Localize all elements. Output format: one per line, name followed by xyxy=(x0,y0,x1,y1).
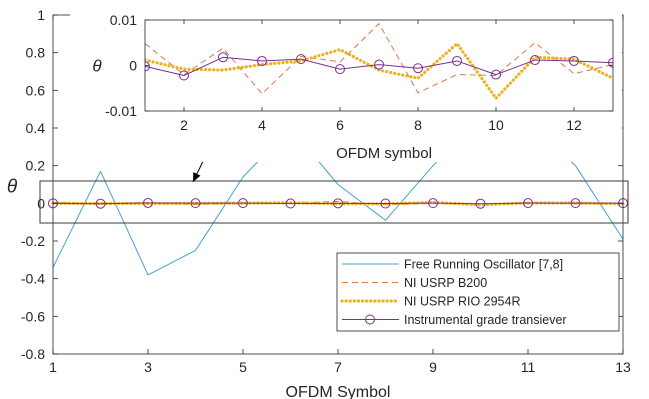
inset-x-tick-label: 12 xyxy=(566,117,582,133)
inset-series-2-point xyxy=(335,64,345,75)
main-series-3-point xyxy=(285,198,296,209)
main-x-tick-label: 9 xyxy=(429,359,437,375)
main-series-3-point xyxy=(475,198,486,209)
legend-label: NI USRP RIO 2954R xyxy=(404,295,520,309)
main-y-tick-label: 0.8 xyxy=(26,45,46,61)
main-series-3-point xyxy=(238,198,248,209)
inset-series-2-point xyxy=(413,63,423,74)
main-y-tick-label: -0.2 xyxy=(21,233,45,249)
inset-plot-area xyxy=(145,20,613,111)
main-series-3-point xyxy=(380,198,391,209)
inset-y-tick-label: 0.01 xyxy=(110,12,137,28)
zoom-region-box xyxy=(39,180,629,224)
legend-box xyxy=(336,252,620,332)
main-x-tick-label: 11 xyxy=(521,359,536,375)
main-series-3-point xyxy=(523,198,533,209)
inset-series-2-point xyxy=(491,69,501,80)
inset-series-2-point xyxy=(452,55,462,66)
inset-y-tick-label: -0.01 xyxy=(105,103,137,119)
inset-series-2-point xyxy=(608,57,613,68)
inset-series-2-point xyxy=(296,54,306,65)
main-series-3-point xyxy=(95,198,106,209)
main-y-tick-label: 0 xyxy=(37,195,45,211)
inset-y-tick-label: 0 xyxy=(129,58,137,74)
main-series-3-point xyxy=(428,198,438,209)
inset-series-line-2 xyxy=(145,56,613,77)
main-y-tick-label: -0.8 xyxy=(21,346,45,362)
main-y-tick-label: -0.6 xyxy=(21,308,45,324)
inset-x-tick-label: 2 xyxy=(180,117,188,133)
main-y-axis-label: θ xyxy=(7,177,18,198)
inset-series-2-point xyxy=(569,55,579,66)
inset-x-tick-label: 4 xyxy=(258,117,266,133)
main-y-tick-label: 1 xyxy=(37,7,45,23)
legend-label: Free Running Oscillator [7,8] xyxy=(404,258,563,272)
inset-x-tick-label: 10 xyxy=(488,117,504,133)
main-x-tick-label: 3 xyxy=(144,359,152,375)
inset-series-2-point xyxy=(530,55,540,66)
inset-x-tick-label: 8 xyxy=(414,117,422,133)
legend-swatch-marker xyxy=(365,314,375,325)
main-y-tick-label: 0.4 xyxy=(26,120,46,136)
main-series-line-3 xyxy=(52,202,623,205)
legend-label: Instrumental grade transiever xyxy=(404,313,567,327)
inset-x-tick-label: 6 xyxy=(336,117,344,133)
main-x-tick-label: 7 xyxy=(334,359,342,375)
main-series-3-point xyxy=(143,197,153,208)
main-x-axis-label: OFDM Symbol xyxy=(286,384,391,399)
inset-series-2-point xyxy=(374,59,384,70)
main-series-3-point xyxy=(190,198,201,209)
main-series-3-point xyxy=(570,198,581,209)
main-y-tick-label: 0.6 xyxy=(26,82,46,98)
inset-series-line-0 xyxy=(145,23,613,95)
main-series-3-point xyxy=(333,198,343,209)
main-y-tick-label: -0.4 xyxy=(21,271,45,287)
main-y-tick-label: 0.2 xyxy=(26,158,46,174)
zoom-box-frame xyxy=(39,180,629,224)
inset-series-2-point xyxy=(179,70,189,81)
inset-series-group xyxy=(145,23,613,100)
inset-plot: 2 4 6 8 10 12 -0.01 0 0.01 OFDM symbol θ xyxy=(70,12,622,162)
legend-label: NI USRP B200 xyxy=(404,276,487,290)
inset-series-line-1 xyxy=(145,42,613,100)
inset-series-2-point xyxy=(218,52,228,63)
inset-x-axis-label: OFDM symbol xyxy=(336,145,432,162)
inset-y-axis-label: θ xyxy=(92,57,102,76)
zoom-arrow-head-bottom xyxy=(193,172,201,182)
legend: Free Running Oscillator [7,8] NI USRP B20… xyxy=(336,252,620,332)
main-x-tick-label: 5 xyxy=(239,359,247,375)
inset-series-2-point xyxy=(145,61,150,72)
main-x-tick-label: 1 xyxy=(49,359,57,375)
main-x-tick-label: 13 xyxy=(615,359,631,375)
inset-series-2-point xyxy=(257,55,267,66)
